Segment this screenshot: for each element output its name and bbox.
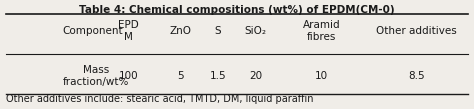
- Text: S: S: [215, 26, 221, 36]
- Text: Table 4: Chemical compositions (wt%) of EPDM(CM-0): Table 4: Chemical compositions (wt%) of …: [79, 5, 395, 15]
- Text: SiO₂: SiO₂: [245, 26, 267, 36]
- Text: 100: 100: [119, 71, 138, 81]
- Text: Aramid
fibres: Aramid fibres: [303, 20, 341, 42]
- Text: 5: 5: [177, 71, 184, 81]
- Text: Other additives include: stearic acid, TMTD, DM, liquid paraffin: Other additives include: stearic acid, T…: [6, 94, 314, 104]
- Text: ZnO: ZnO: [169, 26, 191, 36]
- Text: 10: 10: [315, 71, 328, 81]
- Text: 8.5: 8.5: [408, 71, 424, 81]
- Text: Mass
fraction/wt%: Mass fraction/wt%: [63, 65, 129, 87]
- Text: Component: Component: [63, 26, 123, 36]
- Text: 1.5: 1.5: [210, 71, 227, 81]
- Text: EPD
M: EPD M: [118, 20, 139, 42]
- Text: Other additives: Other additives: [376, 26, 456, 36]
- Text: 20: 20: [249, 71, 263, 81]
